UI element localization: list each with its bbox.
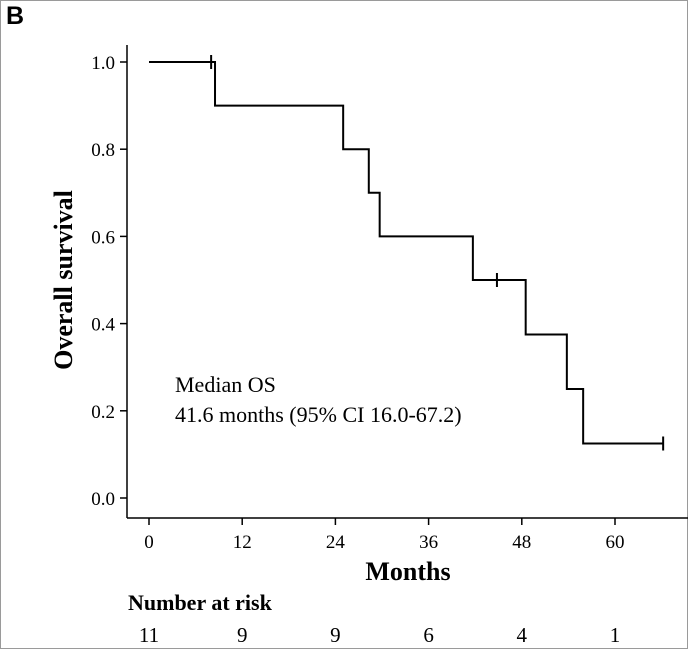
x-tick-label: 0 — [144, 532, 154, 553]
x-tick-label: 48 — [512, 532, 531, 553]
y-tick-label: 0.8 — [91, 140, 115, 161]
risk-count: 1 — [610, 623, 621, 647]
y-axis-title: Overall survival — [49, 190, 78, 370]
x-tick-label: 60 — [606, 532, 625, 553]
x-tick-label: 12 — [233, 532, 252, 553]
risk-count: 11 — [139, 623, 159, 647]
y-tick-label: 1.0 — [91, 53, 115, 74]
y-tick-label: 0.4 — [91, 315, 115, 336]
annotation-median-value: 41.6 months (95% CI 16.0-67.2) — [175, 402, 462, 427]
x-tick-label: 36 — [419, 532, 438, 553]
risk-count: 9 — [237, 623, 248, 647]
x-axis-title: Months — [365, 557, 450, 586]
risk-count: 6 — [423, 623, 434, 647]
annotation-median-os: Median OS — [175, 372, 276, 397]
risk-table-title: Number at risk — [128, 590, 272, 615]
risk-count: 9 — [330, 623, 341, 647]
risk-count: 4 — [517, 623, 528, 647]
y-tick-label: 0.2 — [91, 402, 115, 423]
survival-curve — [149, 61, 664, 445]
y-tick-label: 0.0 — [91, 489, 115, 510]
x-tick-label: 24 — [326, 532, 346, 553]
panel-label: B — [6, 2, 25, 30]
y-tick-label: 0.6 — [91, 227, 115, 248]
